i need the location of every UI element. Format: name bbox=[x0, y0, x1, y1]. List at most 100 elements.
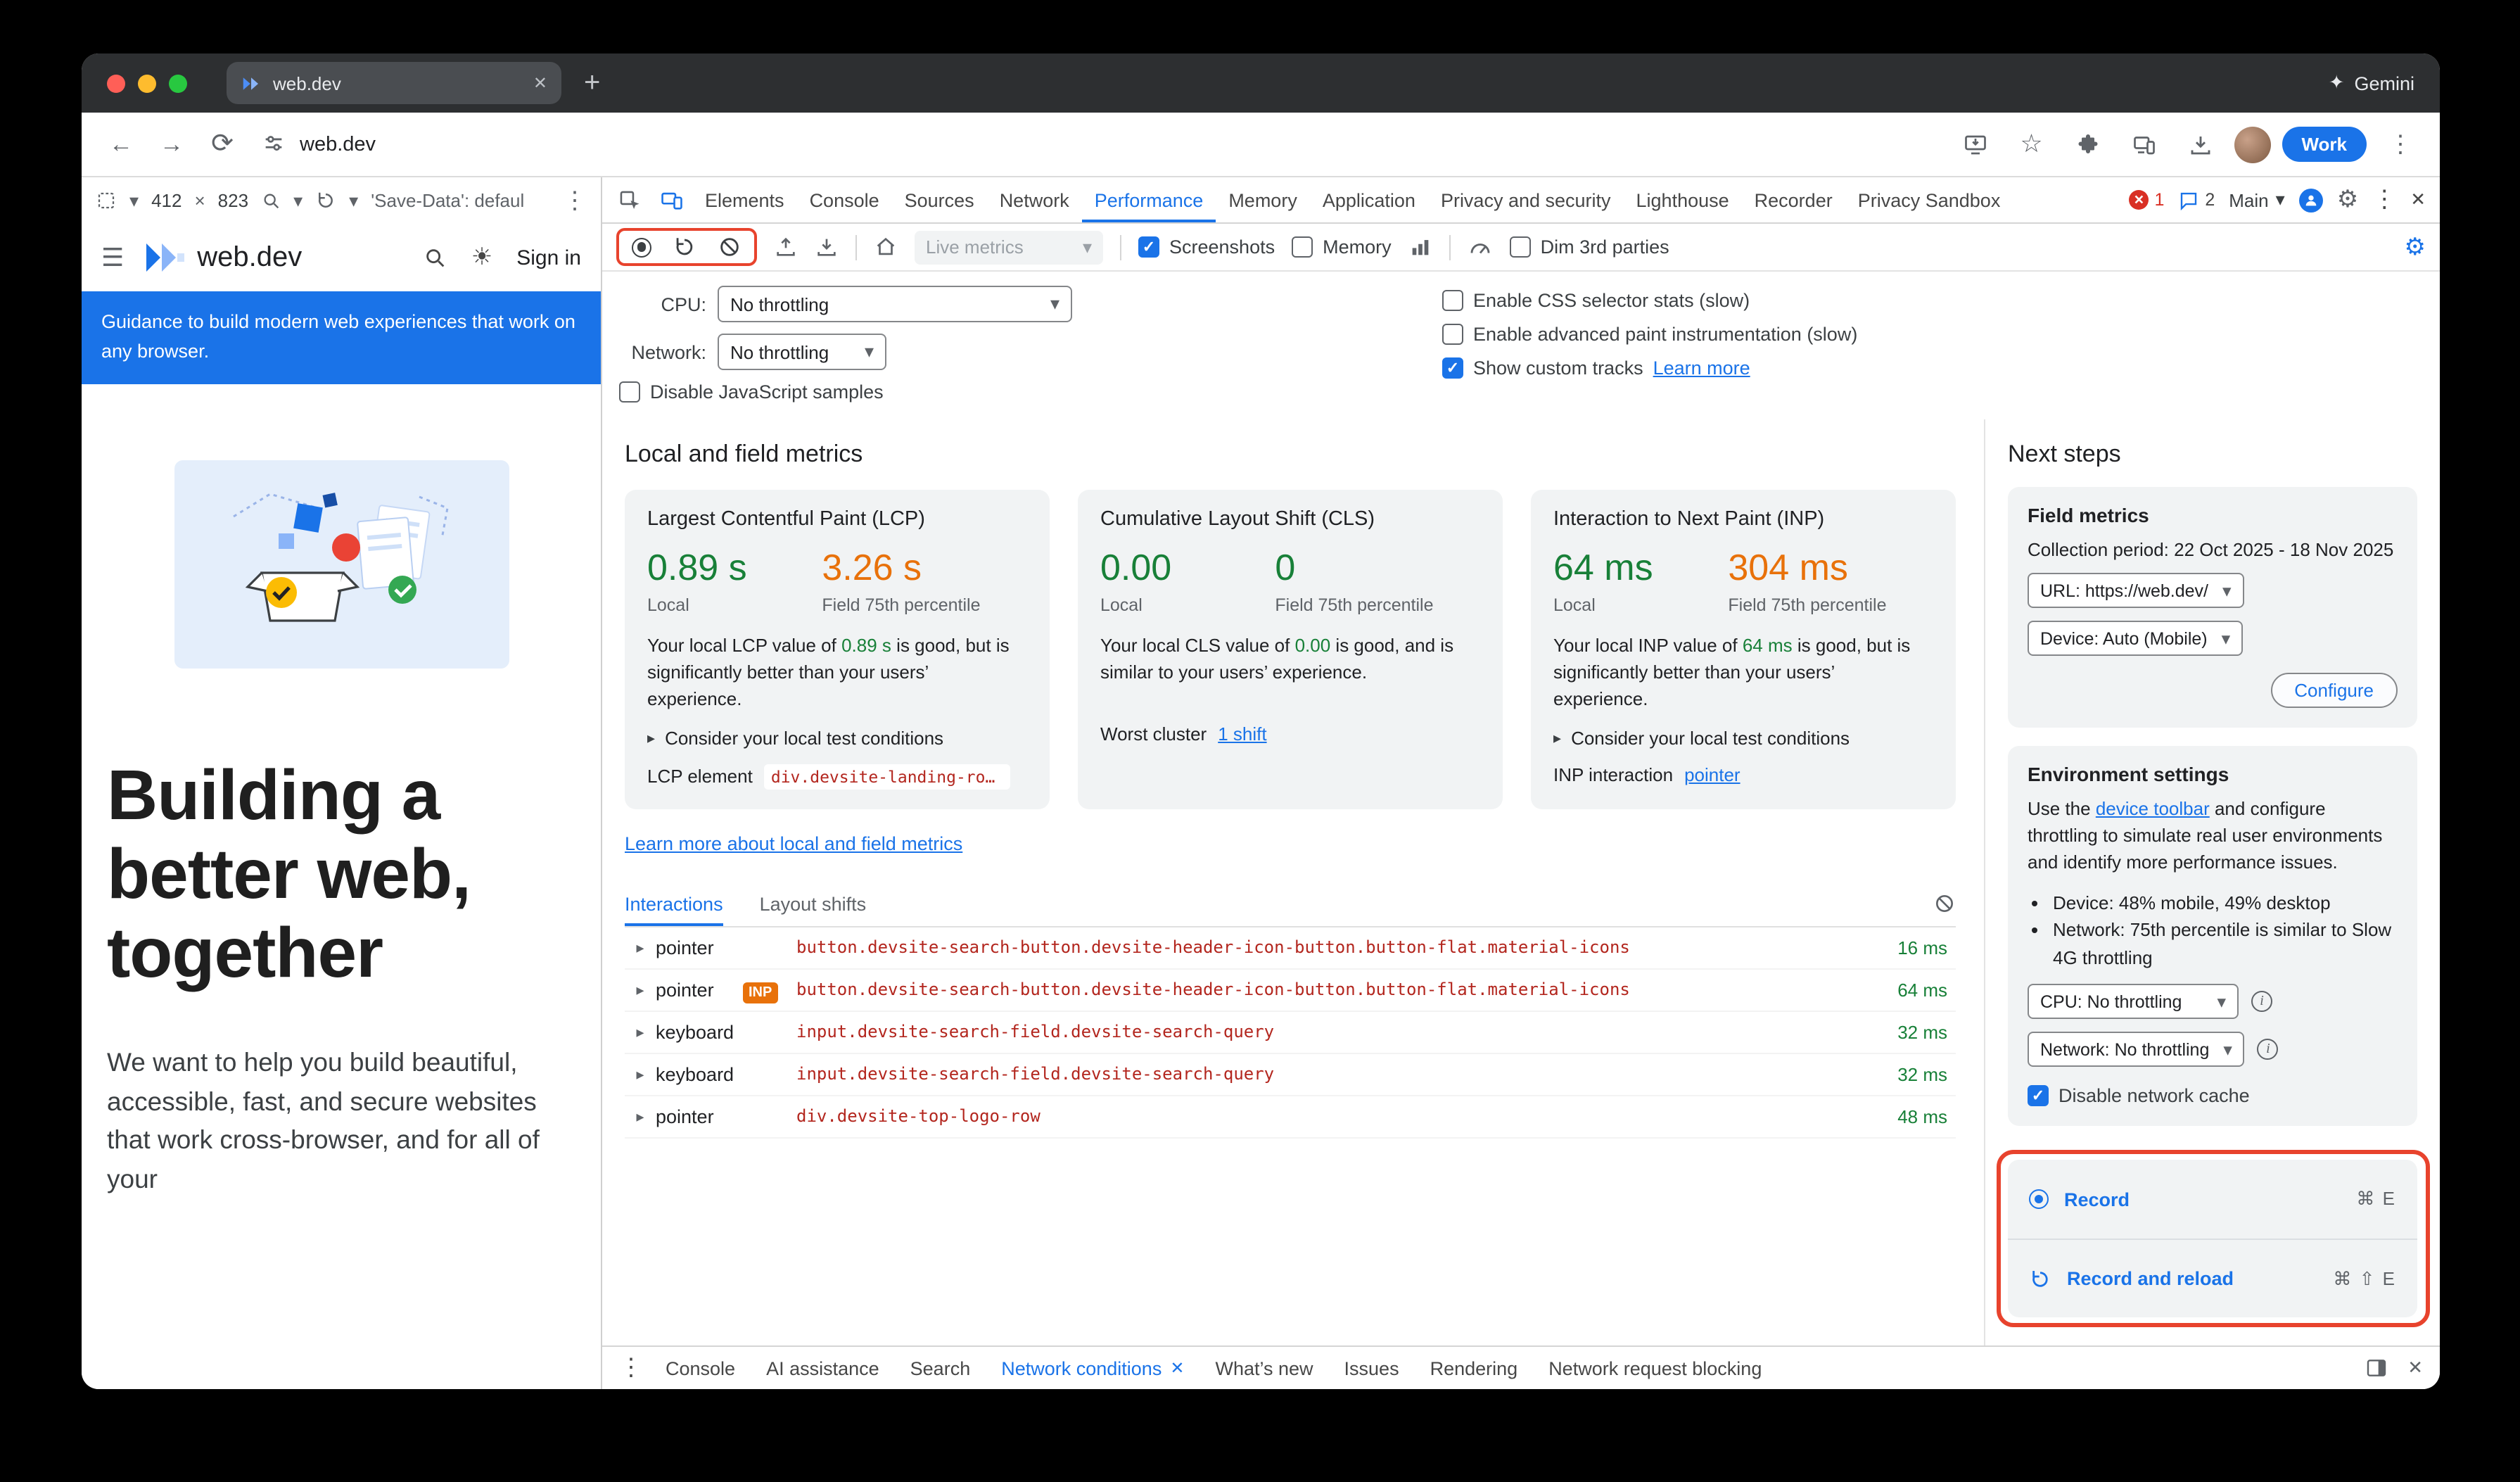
profile-avatar[interactable] bbox=[2234, 126, 2270, 163]
custom-tracks-learn-more-link[interactable]: Learn more bbox=[1653, 357, 1750, 379]
disable-js-samples-checkbox[interactable]: Disable JavaScript samples bbox=[619, 381, 1442, 403]
memory-checkbox-box[interactable] bbox=[1292, 236, 1313, 258]
network-stats-icon[interactable] bbox=[1408, 235, 1432, 259]
field-url-select[interactable]: URL: https://web.dev/ bbox=[2028, 573, 2244, 608]
expand-icon[interactable] bbox=[625, 1065, 656, 1083]
tab-privacy-security[interactable]: Privacy and security bbox=[1428, 177, 1624, 222]
expand-icon[interactable] bbox=[625, 1022, 656, 1041]
load-profile-icon[interactable] bbox=[774, 235, 798, 259]
devtools-profile-icon[interactable] bbox=[2299, 188, 2323, 212]
search-icon[interactable] bbox=[424, 246, 447, 270]
device-toolbar-link[interactable]: device toolbar bbox=[2096, 798, 2210, 819]
zoom-dropdown-icon[interactable] bbox=[293, 189, 303, 212]
dimensions-icon[interactable] bbox=[96, 190, 117, 211]
drawer-tab-network-conditions[interactable]: Network conditions bbox=[987, 1357, 1198, 1379]
back-button[interactable] bbox=[98, 122, 144, 167]
inp-consider-row[interactable]: Consider your local test conditions bbox=[1553, 727, 1933, 748]
tab-network[interactable]: Network bbox=[987, 177, 1082, 222]
tab-console[interactable]: Console bbox=[797, 177, 892, 222]
drawer-tab-search[interactable]: Search bbox=[896, 1357, 985, 1379]
throttle-dropdown-icon[interactable] bbox=[349, 189, 358, 212]
inp-interaction-link[interactable]: pointer bbox=[1684, 764, 1741, 785]
clear-log-icon[interactable] bbox=[1933, 892, 1956, 915]
close-drawer-tab-icon[interactable] bbox=[1170, 1358, 1184, 1378]
expand-icon[interactable] bbox=[625, 980, 656, 999]
browser-menu-icon[interactable] bbox=[2378, 122, 2423, 167]
site-info-icon[interactable] bbox=[262, 132, 286, 156]
close-drawer-icon[interactable] bbox=[2407, 1357, 2423, 1379]
site-brand[interactable]: web.dev bbox=[144, 241, 302, 274]
custom-tracks-box[interactable] bbox=[1442, 357, 1463, 379]
network-throttling-select[interactable]: No throttling bbox=[718, 334, 886, 370]
theme-toggle-icon[interactable] bbox=[471, 243, 493, 272]
interaction-row[interactable]: keyboard input.devsite-search-field.devs… bbox=[625, 1011, 1956, 1053]
network-info-icon[interactable] bbox=[2258, 1039, 2279, 1060]
tab-privacy-sandbox[interactable]: Privacy Sandbox bbox=[1845, 177, 2013, 222]
maximize-window-button[interactable] bbox=[169, 74, 187, 92]
address-bar[interactable]: web.dev bbox=[262, 132, 376, 156]
expand-icon[interactable] bbox=[625, 1107, 656, 1125]
rotate-icon[interactable] bbox=[315, 190, 336, 211]
drawer-tab-network-request-blocking[interactable]: Network request blocking bbox=[1534, 1357, 1776, 1379]
close-window-button[interactable] bbox=[107, 74, 125, 92]
install-icon[interactable] bbox=[1952, 122, 1997, 167]
tab-interactions[interactable]: Interactions bbox=[625, 881, 723, 926]
env-network-select[interactable]: Network: No throttling bbox=[2028, 1032, 2245, 1067]
record-icon[interactable] bbox=[632, 237, 651, 257]
send-to-device-icon[interactable] bbox=[2121, 122, 2166, 167]
device-toolbar-toggle-icon[interactable] bbox=[650, 177, 692, 222]
drawer-tab-rendering[interactable]: Rendering bbox=[1416, 1357, 1532, 1379]
paint-instrumentation-box[interactable] bbox=[1442, 324, 1463, 345]
minimize-window-button[interactable] bbox=[138, 74, 156, 92]
disable-network-cache-checkbox[interactable]: Disable network cache bbox=[2028, 1085, 2398, 1106]
tab-performance[interactable]: Performance bbox=[1082, 177, 1216, 222]
interaction-row[interactable]: keyboard input.devsite-search-field.devs… bbox=[625, 1053, 1956, 1096]
dock-side-icon[interactable] bbox=[2365, 1357, 2388, 1379]
downloads-icon[interactable] bbox=[2177, 122, 2222, 167]
context-selector[interactable]: Main bbox=[2229, 189, 2284, 211]
error-badge[interactable]: ✕ 1 bbox=[2129, 190, 2164, 210]
tab-memory[interactable]: Memory bbox=[1216, 177, 1310, 222]
expand-icon[interactable] bbox=[625, 938, 656, 956]
css-selector-stats-checkbox[interactable]: Enable CSS selector stats (slow) bbox=[1442, 290, 1857, 311]
hamburger-menu-icon[interactable] bbox=[101, 243, 124, 272]
cpu-info-icon[interactable] bbox=[2251, 991, 2272, 1012]
tab-recorder[interactable]: Recorder bbox=[1742, 177, 1845, 222]
profile-pill[interactable]: Work bbox=[2282, 127, 2367, 162]
save-data-label[interactable]: 'Save-Data': defaul bbox=[371, 190, 524, 211]
dim-3rd-parties-checkbox-box[interactable] bbox=[1510, 236, 1531, 258]
close-tab-icon[interactable] bbox=[533, 73, 547, 93]
reload-button[interactable] bbox=[200, 122, 245, 167]
tab-lighthouse[interactable]: Lighthouse bbox=[1624, 177, 1742, 222]
field-device-select[interactable]: Device: Auto (Mobile) bbox=[2028, 621, 2243, 656]
custom-tracks-checkbox[interactable]: Show custom tracks Learn more bbox=[1442, 357, 1857, 379]
drawer-menu-icon[interactable] bbox=[613, 1354, 649, 1382]
save-profile-icon[interactable] bbox=[815, 235, 839, 259]
memory-checkbox[interactable]: Memory bbox=[1292, 236, 1392, 258]
new-tab-button[interactable] bbox=[584, 67, 600, 99]
drawer-tab-console[interactable]: Console bbox=[651, 1357, 749, 1379]
inspect-element-icon[interactable] bbox=[608, 177, 650, 222]
tab-application[interactable]: Application bbox=[1310, 177, 1428, 222]
issues-badge[interactable]: 2 bbox=[2178, 189, 2215, 210]
tab-layout-shifts[interactable]: Layout shifts bbox=[760, 881, 867, 926]
viewport-width[interactable]: 412 bbox=[151, 190, 182, 211]
interaction-row[interactable]: pointer INP button.devsite-search-button… bbox=[625, 969, 1956, 1011]
interaction-row[interactable]: pointer div.devsite-top-logo-row 48 ms bbox=[625, 1096, 1956, 1138]
screenshots-checkbox[interactable]: Screenshots bbox=[1138, 236, 1275, 258]
device-toolbar-menu-icon[interactable] bbox=[563, 186, 587, 215]
capture-settings-icon[interactable] bbox=[2405, 233, 2426, 261]
sign-in-link[interactable]: Sign in bbox=[516, 246, 581, 270]
live-metrics-home-icon[interactable] bbox=[874, 235, 898, 259]
screenshots-checkbox-box[interactable] bbox=[1138, 236, 1159, 258]
record-button[interactable]: Record ⌘ E bbox=[2008, 1160, 2417, 1239]
dimensions-dropdown-icon[interactable] bbox=[129, 189, 139, 212]
clear-icon[interactable] bbox=[718, 235, 742, 259]
lcp-consider-row[interactable]: Consider your local test conditions bbox=[647, 727, 1027, 748]
learn-more-metrics-link[interactable]: Learn more about local and field metrics bbox=[625, 832, 962, 854]
record-and-reload-button[interactable]: Record and reload ⌘ ⇧ E bbox=[2008, 1239, 2417, 1317]
interaction-row[interactable]: pointer button.devsite-search-button.dev… bbox=[625, 927, 1956, 969]
drawer-tab-issues[interactable]: Issues bbox=[1330, 1357, 1413, 1379]
tab-elements[interactable]: Elements bbox=[692, 177, 797, 222]
record-and-reload-icon[interactable] bbox=[673, 235, 696, 259]
